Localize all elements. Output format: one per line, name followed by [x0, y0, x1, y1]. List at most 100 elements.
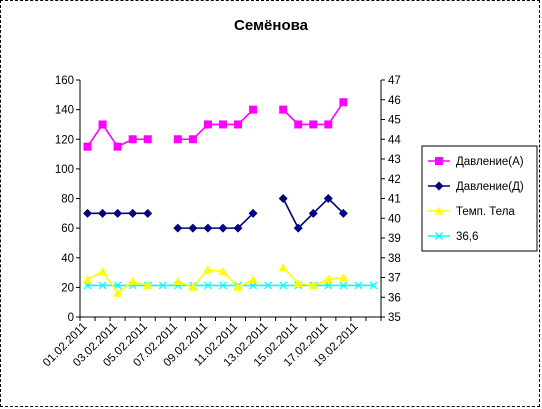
- data-point: [113, 288, 123, 297]
- data-point: [233, 282, 243, 291]
- data-point: [218, 267, 228, 276]
- y-right-tick-label: 35: [388, 312, 401, 324]
- legend-label: Давление(А): [456, 156, 524, 168]
- data-point: [128, 135, 137, 144]
- data-point: [338, 273, 348, 281]
- data-point: [248, 208, 258, 218]
- y-right-tick-label: 42: [388, 174, 401, 186]
- y-left-tick-label: 60: [61, 223, 74, 235]
- y-left-tick-label: 100: [55, 164, 74, 176]
- data-point: [113, 142, 122, 151]
- series-line: [177, 268, 254, 289]
- data-point: [158, 281, 167, 290]
- data-point: [143, 280, 153, 289]
- data-point: [203, 265, 213, 274]
- data-point: [308, 280, 318, 289]
- data-point: [249, 281, 258, 290]
- data-point: [278, 263, 288, 272]
- data-point: [339, 281, 348, 290]
- data-point: [369, 281, 378, 290]
- data-point: [203, 281, 212, 290]
- data-point: [173, 276, 183, 285]
- data-point: [188, 223, 198, 233]
- data-point: [113, 208, 123, 218]
- data-point: [435, 232, 443, 240]
- plot-area: 0 20 40 60 80 100 120 140 160 35 36 37 38 39 40 41 42 43 4…: [41, 75, 401, 369]
- data-point: [233, 223, 243, 233]
- data-point: [323, 274, 333, 283]
- series-square: [83, 98, 348, 151]
- data-point: [234, 120, 243, 129]
- data-point: [188, 282, 198, 291]
- data-point: [293, 223, 303, 233]
- data-point: [128, 276, 138, 285]
- data-point: [83, 142, 92, 151]
- legend-label: Давление(Д): [456, 181, 524, 193]
- data-point: [294, 120, 303, 129]
- y-right-tick-label: 44: [388, 134, 401, 146]
- data-point: [264, 281, 273, 290]
- data-point: [143, 208, 153, 218]
- data-point: [98, 281, 107, 290]
- data-point: [324, 120, 333, 129]
- y-right-tick-label: 38: [388, 253, 401, 265]
- data-point: [434, 181, 444, 191]
- data-point: [218, 223, 228, 233]
- data-point: [173, 223, 183, 233]
- y-right-tick-label: 47: [388, 75, 401, 87]
- data-point: [279, 281, 288, 290]
- data-point: [98, 120, 107, 129]
- y-right-tick-label: 37: [388, 273, 401, 285]
- y-right-tick-label: 36: [388, 292, 401, 304]
- data-point: [83, 281, 92, 290]
- data-point: [324, 281, 333, 290]
- y-left-tick-label: 80: [61, 194, 74, 206]
- y-left-tick-label: 0: [68, 312, 74, 324]
- data-point: [248, 274, 258, 283]
- data-point: [339, 98, 348, 107]
- data-point: [293, 278, 303, 287]
- legend-label: Темп. Тела: [456, 206, 515, 218]
- y-right-tick-label: 45: [388, 115, 401, 127]
- data-point: [128, 208, 138, 218]
- data-point: [218, 120, 227, 129]
- y-left-tick-label: 140: [55, 105, 74, 117]
- data-point: [203, 120, 212, 129]
- data-point: [188, 135, 197, 144]
- y-left-tick-label: 120: [55, 134, 74, 146]
- y-left-tick-label: 20: [61, 282, 74, 294]
- y-right-tick-label: 43: [388, 154, 401, 166]
- data-point: [338, 208, 348, 218]
- data-point: [435, 157, 443, 165]
- y-left-tick-label: 40: [61, 253, 74, 265]
- series-triangle: [83, 263, 348, 297]
- chart-title: Семёнова: [234, 17, 309, 34]
- y-right-tick-label: 40: [388, 213, 401, 225]
- y-right-tick-label: 41: [388, 194, 401, 206]
- data-point: [113, 281, 122, 290]
- series-line: [177, 212, 254, 229]
- data-point: [203, 223, 213, 233]
- y-right-tick-label: 39: [388, 233, 401, 245]
- data-point: [279, 105, 288, 114]
- data-point: [308, 208, 318, 218]
- legend-label: 36,6: [456, 231, 478, 243]
- data-point: [83, 274, 93, 283]
- data-point: [143, 135, 152, 144]
- series-diamond: [83, 194, 348, 233]
- data-point: [219, 281, 227, 290]
- data-point: [278, 194, 288, 203]
- data-point: [354, 281, 363, 290]
- data-point: [98, 267, 108, 276]
- data-point: [98, 208, 108, 218]
- y-left-tick-label: 160: [55, 75, 74, 87]
- data-point: [434, 206, 444, 215]
- data-point: [249, 105, 258, 114]
- data-point: [83, 208, 93, 218]
- y-right-tick-label: 46: [388, 95, 401, 107]
- data-point: [309, 120, 318, 129]
- data-point: [173, 135, 182, 144]
- data-point: [323, 194, 333, 203]
